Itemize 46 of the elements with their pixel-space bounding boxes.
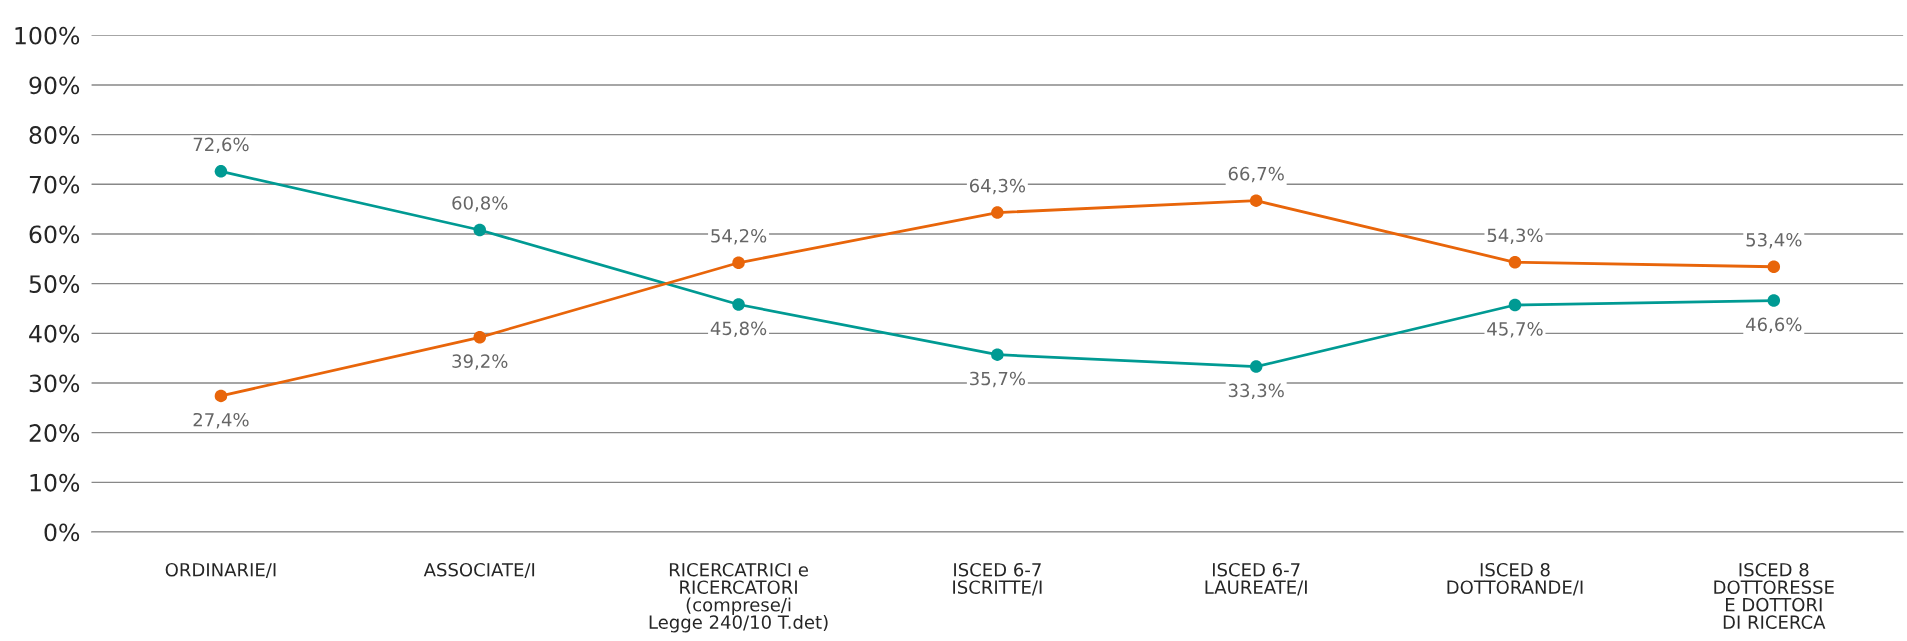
y-tick-label: 60% [29,225,80,244]
point [991,348,1004,361]
data-label: 53,4% [1746,232,1802,249]
data-label: 27,4% [193,412,249,429]
point [473,223,486,237]
data-label: 46,6% [1745,317,1802,334]
point [732,256,745,270]
data-label: 72,6% [193,137,249,154]
point [1508,298,1522,312]
data-label: 33,3% [1228,383,1284,400]
y-tick-label: 10% [30,473,80,492]
data-label: 35,7% [970,371,1026,388]
y-tick-label: 90% [29,76,80,95]
point [214,165,228,178]
x-tick-label: ISCED 6-7 ISCRITTE/I [953,562,1042,596]
y-tick-label: 40% [29,324,80,343]
x-tick-label: RICERCATRICI e RICERCATORI (comprese/i Legge 240/10 T.det) [649,562,828,633]
data-label: 54,3% [1487,228,1543,244]
point [732,298,745,311]
x-tick-label: ISCED 8 DOTTORESSE E DOTTORI DI RICERCA [1714,562,1834,629]
data-label: 45,8% [710,321,767,337]
point [214,389,228,403]
point [991,206,1004,219]
data-label: 45,7% [1487,321,1543,338]
data-label: 66,7% [1228,166,1284,183]
x-tick-label: ASSOCIATE/I [423,562,535,578]
y-tick-label: 80% [29,126,80,144]
point [1249,360,1263,373]
data-label: 54,2% [711,228,767,245]
point [1249,194,1263,207]
x-tick-label: ISCED 8 DOTTORANDE/I [1447,562,1583,596]
point [1508,256,1522,269]
y-tick-label: 50% [29,275,80,293]
y-tick-label: 70% [29,175,80,194]
data-label: 60,8% [452,196,508,212]
y-tick-label: 30% [29,374,80,393]
x-tick-label: ISCED 6-7 LAUREATE/I [1205,562,1307,596]
y-tick-label: 20% [29,424,80,442]
point [1767,294,1781,307]
y-tick-label: 0% [44,523,80,542]
point [473,331,486,344]
point [1767,260,1781,273]
x-tick-label: ORDINARIE/I [165,562,276,578]
data-label: 39,2% [452,354,508,370]
data-label: 64,3% [969,178,1026,195]
y-tick-label: 100% [15,26,80,45]
